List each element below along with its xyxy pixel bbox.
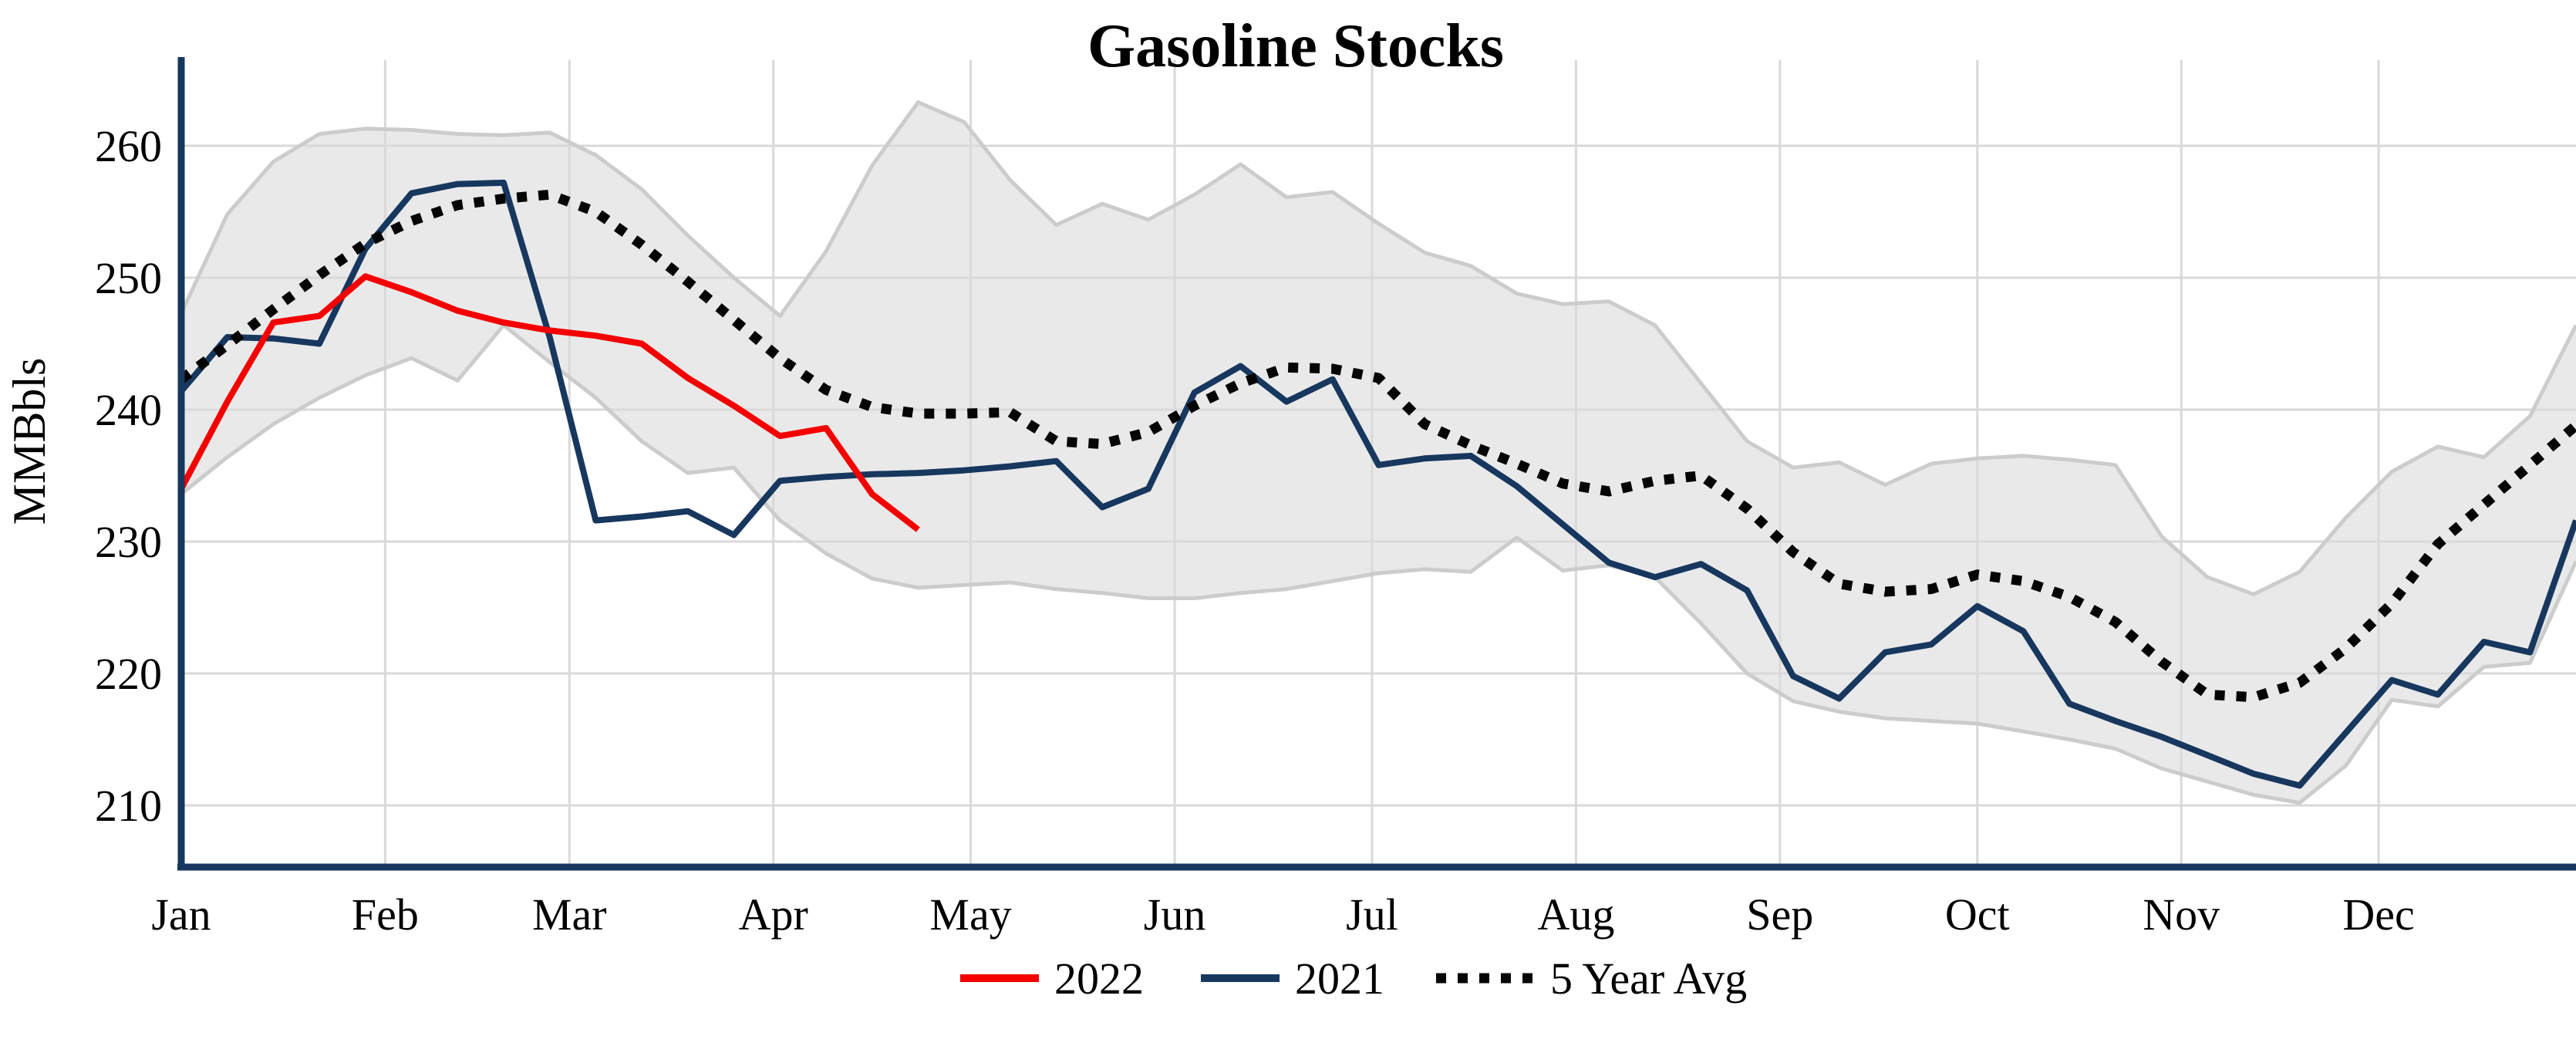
- y-axis-tick-labels: 260 250 240 230 220 210: [95, 121, 162, 831]
- five-year-range-upper-edge: [179, 100, 2576, 596]
- x-tick-label-Sep: Sep: [1746, 889, 1813, 940]
- line-5-year-avg: [178, 189, 2576, 703]
- x-tick-label-Feb: Feb: [352, 889, 419, 940]
- x-tick-label-Aug: Aug: [1537, 889, 1614, 940]
- gridlines: [181, 60, 2576, 867]
- x-tick-label-Jan: Jan: [151, 889, 211, 940]
- x-tick-label-May: May: [929, 889, 1011, 940]
- y-tick-label-220: 220: [95, 649, 162, 699]
- data-series: [178, 179, 2576, 789]
- line-2021: [178, 179, 2576, 789]
- x-tick-label-Nov: Nov: [2143, 889, 2220, 940]
- legend-label-2021: 2021: [1295, 953, 1384, 1004]
- x-tick-label-Oct: Oct: [1945, 889, 2010, 940]
- chart-title: Gasoline Stocks: [1087, 12, 1504, 80]
- legend-label-2022: 2022: [1054, 953, 1144, 1004]
- x-tick-label-Jul: Jul: [1346, 889, 1398, 940]
- y-tick-label-260: 260: [95, 121, 162, 171]
- x-axis-month-labels: Jan Feb Mar Apr May Jun Jul Aug Sep Oct Nov Dec: [151, 889, 2414, 940]
- x-tick-label-Dec: Dec: [2342, 889, 2414, 940]
- x-tick-label-Mar: Mar: [532, 889, 607, 940]
- line-2022: [178, 273, 920, 532]
- y-tick-label-210: 210: [95, 781, 162, 831]
- y-tick-label-250: 250: [95, 253, 162, 303]
- legend: 2022 2021 5 Year Avg: [960, 953, 1747, 1004]
- x-tick-label-Jun: Jun: [1144, 889, 1206, 940]
- y-tick-label-230: 230: [95, 517, 162, 567]
- legend-label-5yr-avg: 5 Year Avg: [1550, 953, 1747, 1004]
- y-axis-label: MMBbls: [4, 358, 55, 525]
- y-tick-label-240: 240: [95, 385, 162, 435]
- x-tick-label-Apr: Apr: [739, 889, 808, 940]
- five-year-range-lower-edge: [180, 323, 2576, 805]
- five-year-range-band-edges: [179, 100, 2576, 805]
